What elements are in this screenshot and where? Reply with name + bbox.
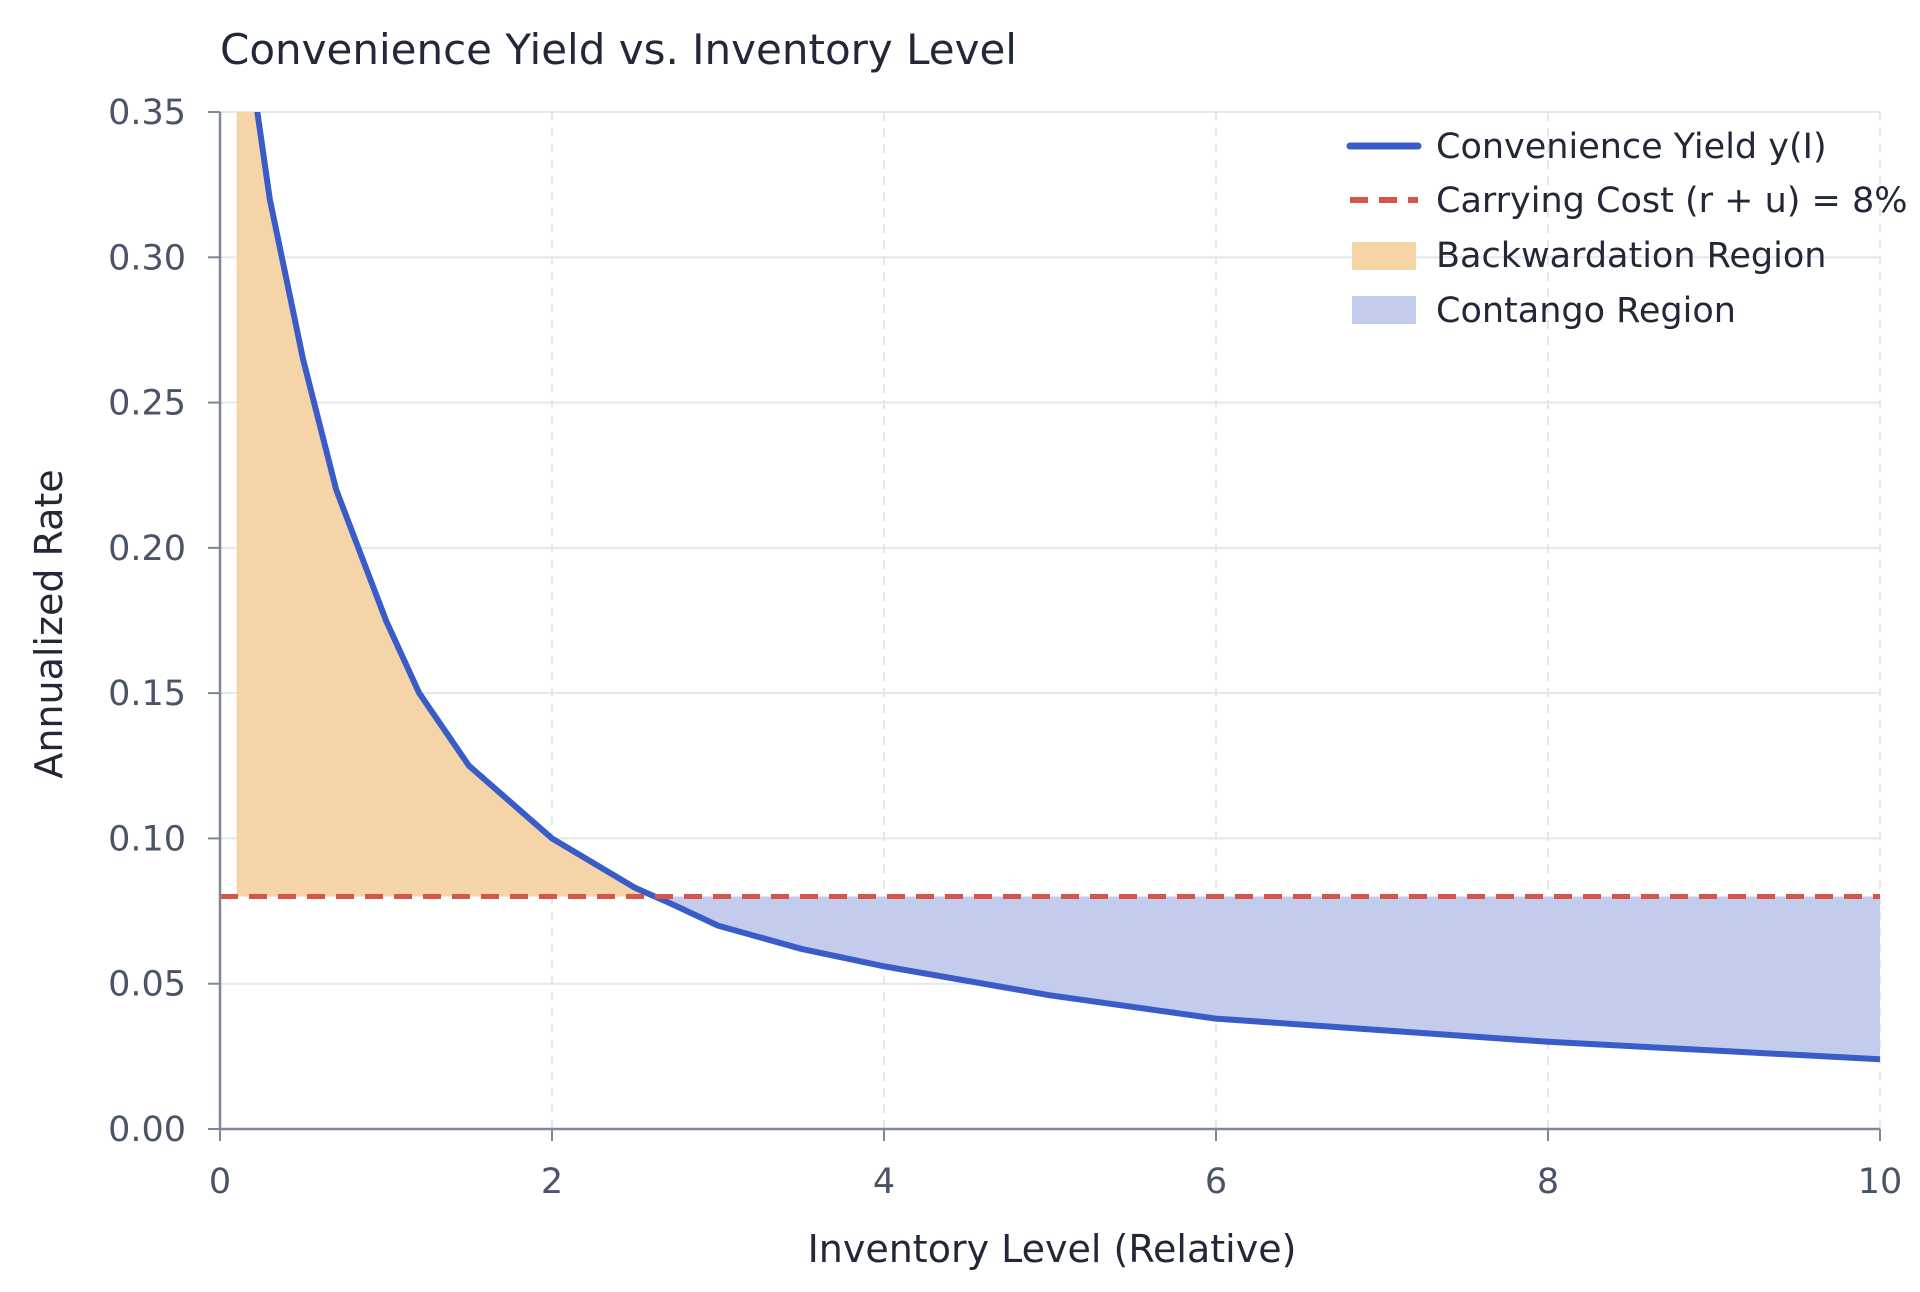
y-tick-label: 0.05 bbox=[108, 965, 186, 1005]
legend-label-convenience-yield: Convenience Yield y(I) bbox=[1436, 127, 1827, 167]
legend-swatch-backwardation bbox=[1352, 242, 1416, 270]
legend-label-contango: Contango Region bbox=[1436, 291, 1736, 331]
chart-title: Convenience Yield vs. Inventory Level bbox=[220, 25, 1017, 74]
x-tick-label: 0 bbox=[209, 1162, 231, 1202]
legend-label-carrying-cost: Carrying Cost (r + u) = 8% bbox=[1436, 181, 1908, 221]
backwardation-region bbox=[236, 112, 660, 899]
contango-region bbox=[659, 896, 1880, 1060]
y-tick-label: 0.00 bbox=[108, 1110, 186, 1150]
x-axis-title: Inventory Level (Relative) bbox=[808, 1227, 1297, 1271]
legend-swatch-contango bbox=[1352, 296, 1416, 324]
shaded-regions bbox=[236, 112, 1880, 1060]
y-tick-label: 0.15 bbox=[108, 674, 186, 714]
legend-label-backwardation: Backwardation Region bbox=[1436, 236, 1826, 276]
y-tick-label: 0.25 bbox=[108, 384, 186, 424]
x-tick-label: 6 bbox=[1205, 1162, 1227, 1202]
x-tick-labels: 0 2 4 6 8 10 bbox=[209, 1162, 1902, 1202]
x-tick-label: 2 bbox=[541, 1162, 563, 1202]
y-tick-label: 0.10 bbox=[108, 819, 186, 859]
x-tick-label: 10 bbox=[1858, 1162, 1903, 1202]
y-tick-label: 0.30 bbox=[108, 238, 186, 278]
axes bbox=[208, 111, 1881, 1141]
convenience-yield-line bbox=[254, 112, 1880, 1063]
y-tick-label: 0.20 bbox=[108, 529, 186, 569]
x-tick-label: 8 bbox=[1537, 1162, 1559, 1202]
y-tick-labels: 0.00 0.05 0.10 0.15 0.20 0.25 0.30 0.35 bbox=[108, 93, 186, 1150]
y-tick-label: 0.35 bbox=[108, 93, 186, 133]
y-axis-title: Annualized Rate bbox=[27, 469, 71, 778]
series-lines bbox=[220, 112, 1880, 1063]
x-tick-label: 4 bbox=[873, 1162, 895, 1202]
legend: Convenience Yield y(I) Carrying Cost (r … bbox=[1346, 127, 1908, 331]
